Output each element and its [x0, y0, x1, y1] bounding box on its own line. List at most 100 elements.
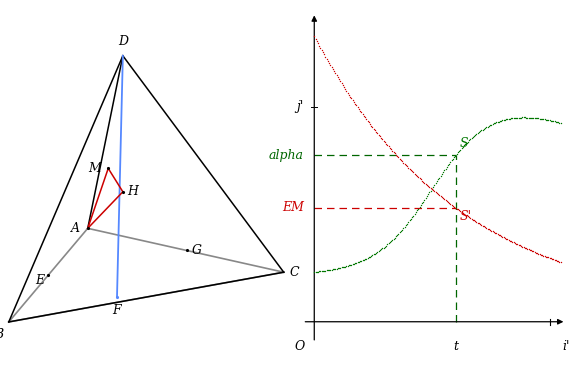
- Point: [487, 228, 496, 234]
- Point: [474, 129, 484, 135]
- Point: [405, 217, 414, 223]
- Point: [424, 183, 433, 189]
- Point: [309, 33, 319, 39]
- Point: [428, 184, 438, 190]
- Point: [425, 184, 434, 190]
- Point: [380, 244, 390, 250]
- Point: [493, 119, 503, 125]
- Point: [456, 147, 465, 153]
- Point: [515, 115, 525, 120]
- Text: EM: EM: [282, 201, 304, 214]
- Point: [464, 138, 474, 143]
- Point: [433, 176, 443, 182]
- Point: [405, 166, 414, 172]
- Point: [339, 84, 349, 90]
- Point: [378, 137, 387, 142]
- Point: [518, 244, 527, 250]
- Point: [511, 241, 521, 247]
- Point: [481, 225, 491, 231]
- Point: [416, 202, 425, 208]
- Point: [328, 266, 338, 272]
- Point: [494, 232, 504, 238]
- Point: [495, 118, 505, 124]
- Point: [347, 96, 356, 101]
- Point: [381, 141, 391, 146]
- Point: [385, 145, 394, 151]
- Point: [383, 242, 392, 247]
- Text: O: O: [295, 340, 305, 353]
- Point: [466, 137, 475, 142]
- Point: [333, 74, 342, 80]
- Point: [394, 154, 403, 160]
- Point: [490, 120, 500, 126]
- Point: [435, 175, 444, 180]
- Point: [340, 86, 350, 92]
- Point: [478, 127, 487, 132]
- Point: [396, 157, 405, 163]
- Point: [432, 178, 442, 184]
- Point: [344, 92, 353, 98]
- Point: [406, 216, 415, 222]
- Point: [546, 255, 556, 261]
- Point: [349, 99, 359, 105]
- Point: [390, 150, 400, 156]
- Point: [520, 245, 529, 251]
- Point: [365, 121, 374, 127]
- Point: [380, 139, 390, 145]
- Point: [458, 144, 467, 150]
- Point: [369, 126, 378, 132]
- Point: [352, 260, 361, 266]
- Point: [369, 251, 378, 257]
- Point: [528, 248, 537, 254]
- Point: [479, 126, 488, 132]
- Point: [323, 267, 332, 273]
- Point: [507, 238, 516, 244]
- Point: [377, 246, 386, 252]
- Point: [342, 263, 351, 269]
- Point: [504, 237, 514, 243]
- Point: [481, 124, 491, 130]
- Point: [535, 116, 544, 122]
- Point: [551, 257, 560, 263]
- Point: [467, 135, 476, 141]
- Point: [467, 216, 476, 222]
- Point: [357, 109, 366, 115]
- Point: [501, 236, 511, 242]
- Point: [498, 117, 507, 123]
- Point: [531, 115, 541, 121]
- Point: [491, 231, 501, 236]
- Point: [556, 259, 565, 265]
- Point: [483, 226, 493, 232]
- Point: [388, 148, 397, 154]
- Text: S: S: [460, 137, 469, 150]
- Point: [538, 116, 547, 122]
- Text: t: t: [453, 340, 458, 353]
- Point: [415, 204, 424, 210]
- Point: [336, 78, 345, 84]
- Point: [511, 115, 521, 121]
- Point: [474, 220, 484, 226]
- Point: [476, 128, 485, 134]
- Point: [414, 206, 423, 212]
- Point: [470, 218, 480, 224]
- Point: [469, 217, 479, 223]
- Point: [332, 72, 341, 78]
- Point: [464, 214, 474, 220]
- Point: [530, 115, 539, 121]
- Point: [493, 231, 503, 237]
- Point: [529, 115, 538, 121]
- Point: [375, 247, 384, 253]
- Point: [364, 254, 373, 260]
- Point: [528, 115, 537, 121]
- Point: [487, 122, 496, 127]
- Point: [473, 130, 483, 136]
- Point: [373, 249, 382, 255]
- Point: [335, 76, 344, 82]
- Point: [400, 161, 410, 167]
- Point: [441, 166, 450, 172]
- Text: G: G: [192, 244, 202, 257]
- Point: [452, 206, 462, 212]
- Point: [368, 124, 377, 130]
- Point: [525, 247, 535, 253]
- Point: [455, 148, 464, 154]
